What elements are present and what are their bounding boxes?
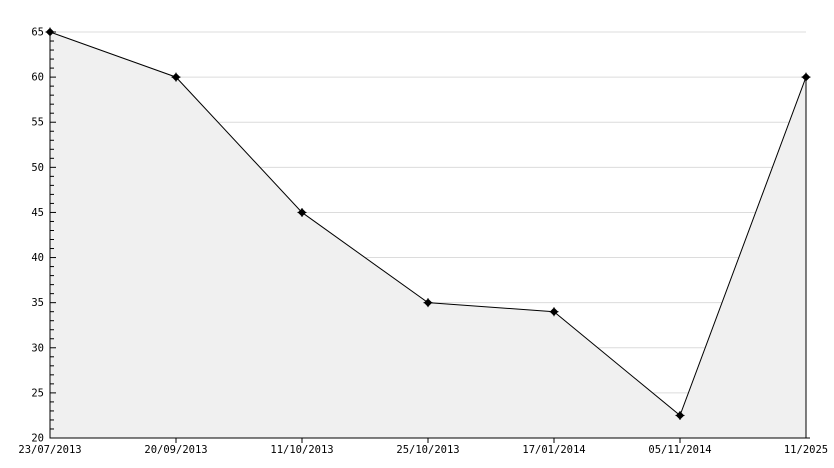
y-tick-label: 65 <box>31 27 44 39</box>
y-tick-label: 20 <box>31 433 44 445</box>
series-area <box>49 31 807 439</box>
y-tick-label: 30 <box>31 342 44 354</box>
y-tick-label: 60 <box>31 72 44 84</box>
y-tick-label: 40 <box>31 252 44 264</box>
y-tick-label: 45 <box>31 207 44 219</box>
x-tick-label: 20/09/2013 <box>144 444 207 456</box>
y-tick-label: 35 <box>31 297 44 309</box>
y-tick-label: 55 <box>31 117 44 129</box>
x-tick-label: 25/10/2013 <box>396 444 459 456</box>
y-tick-label: 25 <box>31 387 44 399</box>
x-tick-label: 17/01/2014 <box>522 444 585 456</box>
x-tick-label: 05/11/2014 <box>648 444 711 456</box>
x-tick-label: 23/07/2013 <box>18 444 81 456</box>
x-tick-label: 11/2025 <box>784 444 828 456</box>
x-tick-label: 11/10/2013 <box>270 444 333 456</box>
y-tick-label: 50 <box>31 162 44 174</box>
